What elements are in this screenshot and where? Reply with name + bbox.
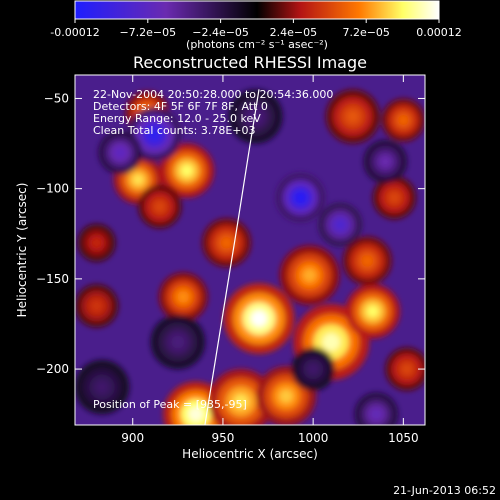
colorbar-gradient [74,0,440,20]
emission-map [75,89,425,425]
emission-blob-peak [171,335,185,349]
colorbar-tick-label: 7.2e−05 [342,26,389,39]
emission-blob-peak [371,409,382,420]
x-axis-label: Heliocentric X (arcsec) [182,447,318,461]
emission-blob-peak [91,300,102,311]
emission-blob-peak [180,164,194,177]
emission-blob-peak [335,219,346,230]
y-tick-label: −100 [36,182,69,196]
emission-blob-peak [398,115,409,126]
heatmap-plot: 900 950 1000 1050 −50 −100 −150 −200 [36,74,426,445]
emission-blob-peak [148,128,161,141]
emission-blob-peak [380,156,391,167]
colorbar-tick-label: −7.2e−05 [119,26,176,39]
emission-blob-peak [401,364,413,375]
emission-blob-peak [220,237,233,249]
y-axis-label: Heliocentric Y (arcsec) [15,183,29,318]
colorbar-tick-label: 0.00012 [416,26,462,39]
colorbar-unit-label: (photons cm⁻² s⁻¹ asec⁻²) [186,38,328,51]
x-axis-ticks: 900 950 1000 1050 [121,75,419,445]
emission-blob-peak [250,310,268,327]
emission-blob-peak [154,201,165,212]
emission-blob-peak [302,268,317,283]
colorbar-tick-label: -0.00012 [50,26,99,39]
annotation-line: Detectors: 4F 5F 6F 7F 8F, Att 0 [93,100,268,113]
emission-blob-peak [115,147,126,158]
footer-timestamp: 21-Jun-2013 06:52 [393,484,496,497]
emission-blob-peak [322,333,341,351]
colorbar-tick-label: −2.4e−05 [192,26,249,39]
emission-blob-peak [366,305,379,318]
emission-blob-peak [177,291,189,303]
y-tick-label: −200 [36,362,69,376]
x-tick-label: 1050 [388,431,419,445]
emission-blob-peak [346,110,360,123]
emission-blob-peak [188,406,204,422]
x-tick-label: 950 [211,431,234,445]
emission-blob-peak [361,255,373,267]
emission-blob-peak [389,192,400,203]
x-tick-label: 900 [121,431,144,445]
annotation-line: Clean Total counts: 3.78E+03 [93,124,256,137]
annotation-line: 22-Nov-2004 20:50:28.000 to 20:54:36.000 [93,88,333,101]
emission-blob-peak [95,380,109,394]
y-tick-label: −50 [44,91,69,105]
emission-blob-peak [279,389,294,404]
colorbar-ticks: -0.00012 −7.2e−05 −2.4e−05 2.4e−05 7.2e−05 0.… [50,19,462,39]
emission-blob-peak [132,173,144,186]
observation-info: 22-Nov-2004 20:50:28.000 to 20:54:36.000… [93,88,333,137]
colorbar: -0.00012 −7.2e−05 −2.4e−05 2.4e−05 7.2e−05 0.… [50,0,462,51]
plot-frame [74,74,426,426]
chart-title: Reconstructed RHESSI Image [133,53,367,72]
peak-position-label: Position of Peak = [935,-95] [93,398,247,411]
emission-blob-peak [92,238,102,248]
annotation-line: Energy Range: 12.0 - 25.0 keV [93,112,261,125]
emission-blob-peak [233,393,249,410]
emission-blob-peak [249,110,262,123]
y-axis-ticks: −50 −100 −150 −200 [36,91,425,376]
emission-blob-peak [294,191,307,204]
solar-limb-curve [204,89,260,425]
emission-blob-peak [308,364,319,375]
colorbar-tick-label: 2.4e−05 [270,26,317,39]
y-tick-label: −150 [36,272,69,286]
x-tick-label: 1000 [298,431,329,445]
